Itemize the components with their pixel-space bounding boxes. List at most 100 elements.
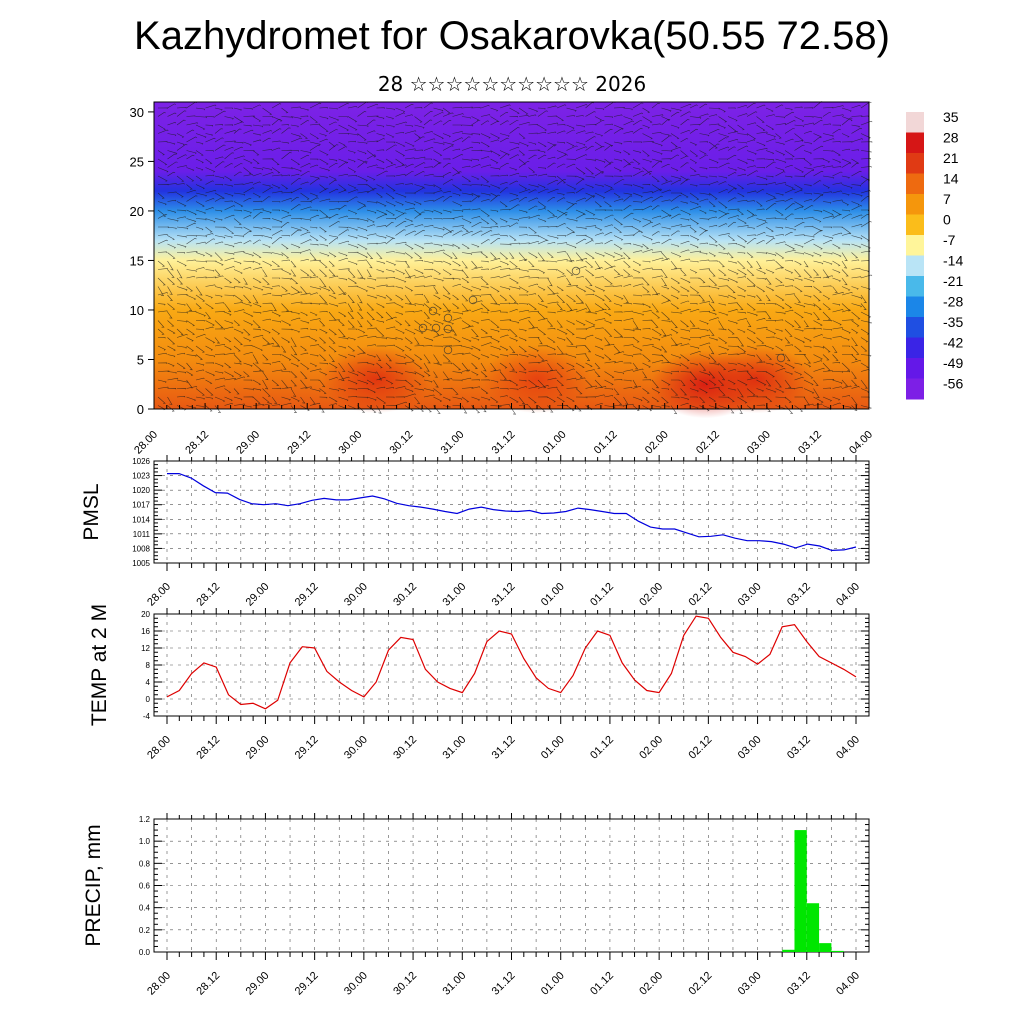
x-tick-label: 29.00 (244, 581, 272, 609)
x-tick-label: 04.00 (834, 581, 862, 609)
x-tick-label: 31.12 (490, 734, 518, 762)
x-tick-label: 28.00 (132, 429, 160, 457)
x-tick-label: 02.00 (643, 429, 671, 457)
colorbar-segment (906, 194, 924, 215)
temp-2m-panel: -4 0 4 8 12 16 20 28.00 28.12 29.00 29.12 30.00 30.1… (88, 604, 870, 762)
y-tick-label: 12 (141, 644, 150, 653)
colorbar-segment (906, 378, 924, 400)
y-tick-label: 0.0 (139, 948, 151, 957)
colorbar-label: 14 (943, 171, 959, 187)
x-tick-label: 01.12 (588, 581, 616, 609)
y-axis-label: PMSL (80, 483, 103, 540)
y-tick-label: 16 (141, 627, 150, 636)
colorbar-label: -35 (943, 314, 963, 330)
precip-bar (794, 830, 807, 952)
colorbar-segment (906, 235, 924, 256)
x-tick-label: 02.12 (694, 429, 722, 457)
x-tick-label: 30.00 (342, 734, 370, 762)
y-tick-label: -4 (143, 712, 151, 721)
y-tick-label: 1020 (132, 486, 150, 495)
x-tick-label: 01.12 (592, 429, 620, 457)
x-tick-label: 28.00 (145, 970, 173, 998)
x-tick-label: 30.00 (336, 429, 364, 457)
x-tick-label: 31.00 (440, 734, 468, 762)
pmsl-line (167, 473, 857, 552)
colorbar-label: 35 (943, 109, 959, 125)
x-tick-label: 02.00 (637, 970, 665, 998)
x-tick-label: 30.12 (388, 429, 416, 457)
colorbar-segment (906, 112, 924, 133)
colorbar-label: -14 (943, 253, 963, 269)
y-tick-label: 1008 (132, 544, 150, 553)
x-tick-label: 29.00 (234, 429, 262, 457)
y-tick-label: 5 (137, 352, 144, 367)
x-tick-label: 28.12 (194, 970, 222, 998)
x-tick-label: 30.12 (391, 970, 419, 998)
x-tick-label: 04.00 (834, 970, 862, 998)
colorbar-segment (906, 132, 924, 154)
y-tick-label: 1011 (133, 530, 151, 539)
y-tick-label: 15 (130, 253, 144, 268)
warm-hotspot (482, 345, 593, 414)
x-tick-label: 01.00 (539, 970, 567, 998)
colorbar-label: -7 (943, 232, 956, 248)
pmsl-panel: 1005 1008 1011 1014 1017 1020 1023 1026 28.00 28.… (80, 455, 870, 609)
x-tick-label: 31.12 (490, 581, 518, 609)
colorbar-segment (906, 276, 924, 297)
colorbar-segment (906, 255, 924, 277)
x-tick-label: 04.00 (834, 734, 862, 762)
y-tick-label: 1.0 (139, 837, 151, 846)
colorbar-label: -56 (943, 376, 963, 392)
x-tick-label: 01.00 (539, 734, 567, 762)
temperature-wind-panel: 0 5 10 15 20 25 30 28.00 28.12 29.00 29.12 30.00 30.… (130, 101, 963, 457)
y-tick-label: 1014 (132, 515, 150, 524)
precip-bar (782, 949, 795, 952)
precip-panel: 0.0 0.2 0.4 0.6 0.8 1.0 1.2 28.00 28.12 29.00 29.1… (82, 813, 870, 998)
colorbar-label: 7 (943, 191, 951, 207)
y-tick-label: 0.4 (139, 904, 151, 913)
y-axis-label: TEMP at 2 M (88, 604, 111, 726)
precip-bar (806, 903, 820, 952)
y-tick-label: 4 (146, 678, 151, 687)
precip-bar (819, 943, 832, 952)
x-tick-label: 03.12 (785, 970, 813, 998)
colorbar-segment (906, 317, 924, 338)
y-tick-label: 8 (146, 661, 151, 670)
colorbar-label: 0 (943, 212, 951, 228)
x-tick-label: 29.12 (293, 734, 321, 762)
colorbar-segment (906, 173, 924, 195)
x-tick-label: 02.00 (637, 734, 665, 762)
chart-subtitle: 28 ☆☆☆☆☆☆☆☆☆☆ 2026 (377, 72, 647, 96)
y-tick-label: 10 (130, 303, 144, 318)
colorbar-label: -21 (943, 273, 963, 289)
y-tick-label: 1.2 (139, 815, 151, 824)
x-tick-label: 30.00 (342, 581, 370, 609)
x-tick-label: 01.00 (541, 429, 569, 457)
y-tick-label: 1017 (132, 501, 150, 510)
y-tick-label: 1023 (132, 472, 150, 481)
y-tick-label: 0 (146, 695, 151, 704)
y-tick-label: 20 (141, 610, 150, 619)
x-tick-label: 01.12 (588, 734, 616, 762)
wind-barbs (157, 101, 873, 415)
x-tick-label: 03.00 (736, 970, 764, 998)
x-tick-label: 01.12 (588, 970, 616, 998)
y-tick-label: 1026 (132, 457, 150, 466)
x-tick-label: 03.12 (785, 581, 813, 609)
x-tick-label: 29.12 (285, 429, 313, 457)
y-tick-label: 25 (130, 154, 144, 169)
grid (154, 613, 869, 717)
x-tick-label: 02.12 (687, 970, 715, 998)
colorbar-label: -42 (943, 335, 963, 351)
colorbar-segment (906, 358, 924, 379)
y-tick-label: 20 (130, 204, 144, 219)
colorbar-segment (906, 153, 924, 174)
x-tick-label: 28.00 (145, 581, 173, 609)
colorbar-segment (906, 214, 924, 236)
x-tick-label: 03.12 (785, 734, 813, 762)
y-tick-label: 1005 (132, 559, 150, 568)
warm-hotspot (321, 345, 432, 414)
x-tick-label: 28.12 (194, 581, 222, 609)
y-axis-label: PRECIP, mm (82, 824, 105, 946)
